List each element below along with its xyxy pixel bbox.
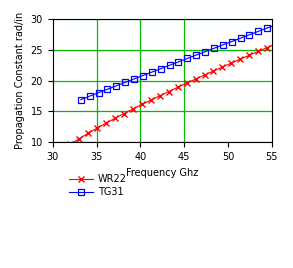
X-axis label: Frequency Ghz: Frequency Ghz <box>126 168 198 178</box>
TG31 <box>177 60 180 64</box>
WR22 <box>265 46 269 49</box>
TG31 <box>185 57 189 60</box>
WR22 <box>140 103 144 106</box>
WR22 <box>221 65 224 69</box>
TG31 <box>230 40 234 43</box>
TG31 <box>248 33 251 36</box>
WR22 <box>185 81 188 85</box>
WR22 <box>113 117 117 120</box>
WR22 <box>77 137 81 140</box>
WR22 <box>176 86 179 89</box>
WR22 <box>194 77 197 81</box>
TG31 <box>195 53 198 57</box>
TG31 <box>168 64 171 67</box>
WR22 <box>104 121 108 125</box>
WR22 <box>212 69 215 73</box>
TG31 <box>150 70 154 74</box>
WR22 <box>96 126 99 130</box>
TG31 <box>123 81 127 84</box>
TG31 <box>97 91 100 94</box>
WR22 <box>158 94 161 97</box>
TG31 <box>239 36 242 40</box>
WR22 <box>256 50 260 53</box>
TG31 <box>274 23 278 26</box>
WR22 <box>239 58 242 61</box>
WR22 <box>230 61 233 65</box>
WR22 <box>248 54 251 57</box>
TG31 <box>115 84 118 87</box>
TG31 <box>106 88 109 91</box>
WR22 <box>203 73 206 77</box>
Line: WR22: WR22 <box>67 41 279 147</box>
Legend: WR22, TG31: WR22, TG31 <box>69 174 127 197</box>
Line: TG31: TG31 <box>78 22 279 102</box>
WR22 <box>149 98 153 102</box>
TG31 <box>257 30 260 33</box>
TG31 <box>265 26 269 29</box>
WR22 <box>167 90 171 93</box>
WR22 <box>122 112 126 115</box>
TG31 <box>212 47 216 50</box>
TG31 <box>79 98 83 101</box>
WR22 <box>131 107 135 111</box>
TG31 <box>141 74 145 77</box>
TG31 <box>221 43 225 47</box>
TG31 <box>203 50 207 53</box>
TG31 <box>159 67 163 70</box>
WR22 <box>86 132 90 135</box>
TG31 <box>132 77 136 81</box>
WR22 <box>274 42 278 45</box>
TG31 <box>88 95 91 98</box>
WR22 <box>69 143 72 146</box>
Y-axis label: Propagation Constant rad/in: Propagation Constant rad/in <box>15 12 25 149</box>
